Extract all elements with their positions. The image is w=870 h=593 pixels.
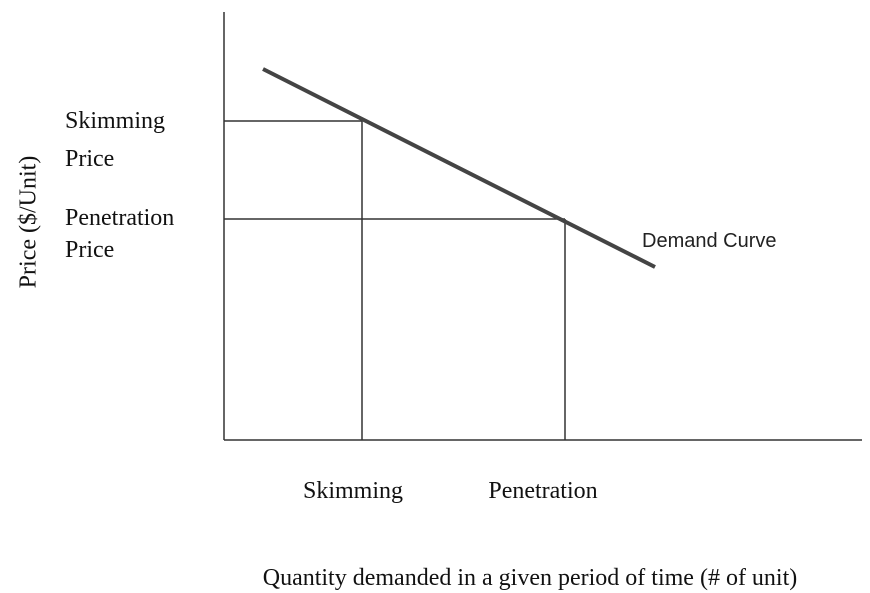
quantity-label: Penetration — [488, 478, 597, 504]
price-label: Penetration — [65, 205, 174, 231]
price-label: Skimming — [65, 108, 165, 134]
y-axis-label: Price ($/Unit) — [16, 156, 42, 289]
x-axis-label: Quantity demanded in a given period of t… — [263, 565, 798, 591]
quantity-label: Skimming — [303, 478, 403, 504]
curve-label: Demand Curve — [642, 230, 777, 252]
demand-curve — [262, 67, 656, 269]
price-label: Price — [65, 237, 114, 263]
price-label: Price — [65, 146, 114, 172]
